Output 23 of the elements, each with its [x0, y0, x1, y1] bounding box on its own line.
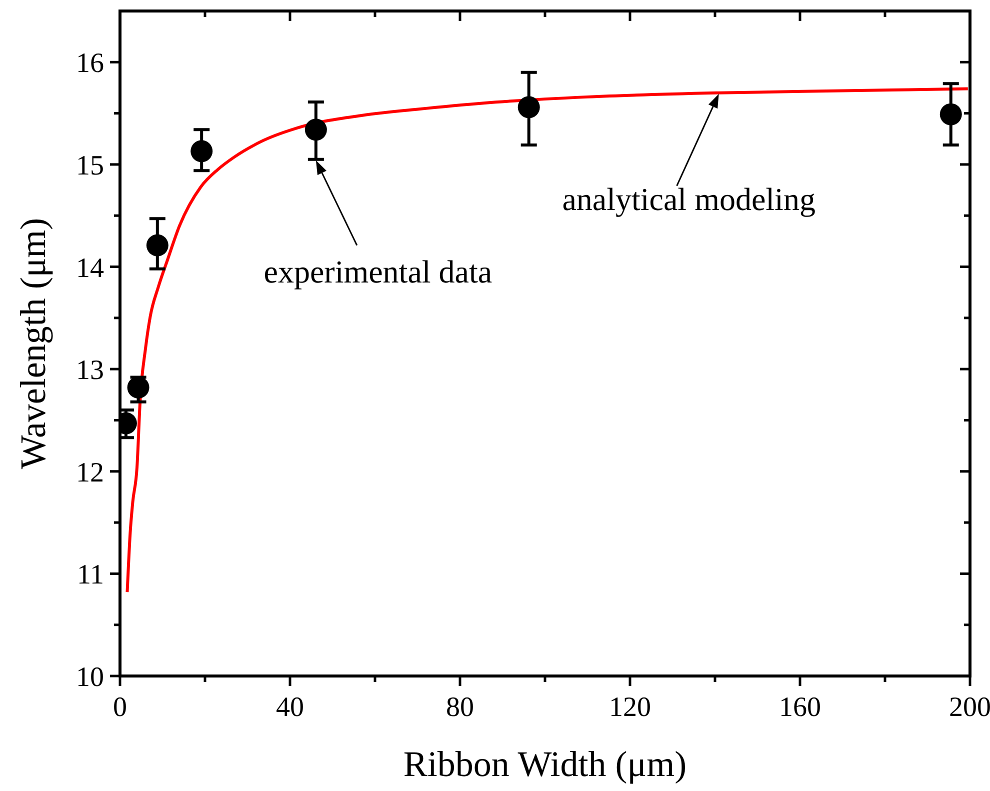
point [304, 118, 327, 141]
y-tick-label: 12 [76, 457, 104, 488]
x-tick-label: 80 [446, 692, 474, 723]
point [940, 103, 962, 126]
y-tick-label: 14 [76, 252, 104, 284]
y-tick-label: 10 [76, 662, 104, 693]
line-series [126, 87, 970, 594]
y-tick-label: 13 [76, 355, 104, 386]
point [518, 96, 540, 118]
x-axis-title: Ribbon Width (μm) [403, 744, 687, 784]
x-tick-label: 120 [609, 692, 651, 723]
x-tick-label: 160 [779, 692, 821, 723]
annotation: experimental data [264, 253, 492, 290]
x-tick-label: 200 [949, 692, 990, 723]
y-tick-label: 16 [76, 48, 104, 80]
point [146, 234, 168, 256]
y-axis-title: Wavelength (μm) [13, 218, 53, 470]
annotation: analytical modeling [562, 180, 816, 217]
y-tick-label: 15 [76, 150, 104, 182]
point [190, 140, 213, 162]
x-tick-label: 40 [276, 692, 304, 723]
x-tick-label: 0 [113, 692, 127, 723]
y-tick-label: 11 [77, 560, 104, 591]
